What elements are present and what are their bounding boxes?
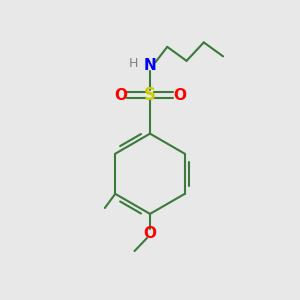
Text: H: H [128,57,138,70]
Text: S: S [144,86,156,104]
Text: O: O [173,88,186,103]
Text: N: N [144,58,156,73]
Text: O: O [143,226,157,241]
Text: O: O [114,88,127,103]
